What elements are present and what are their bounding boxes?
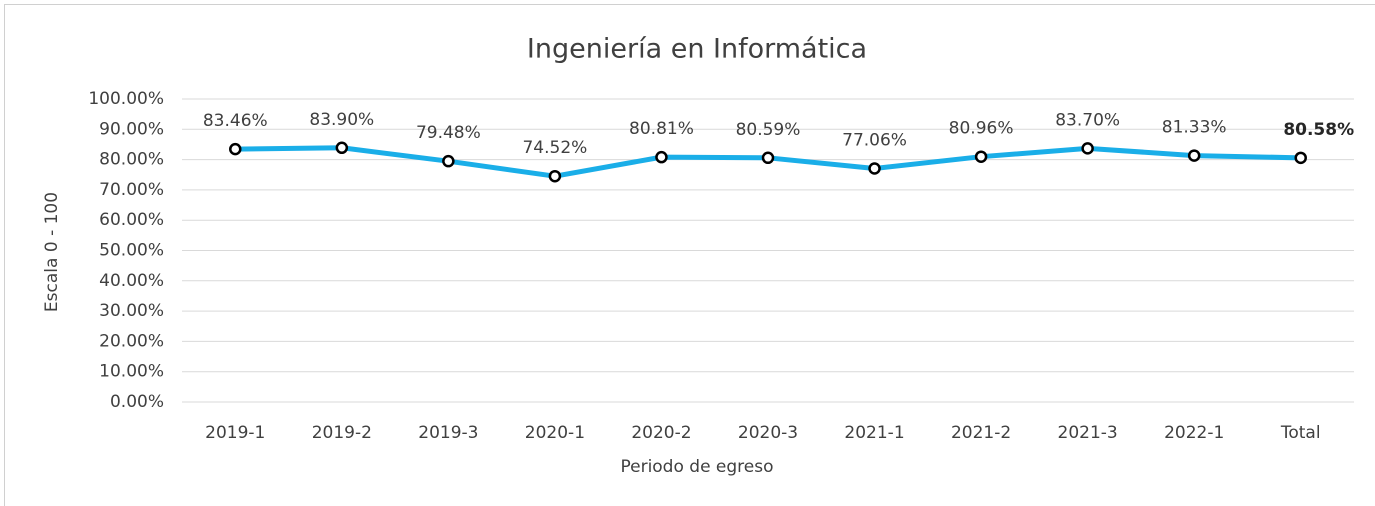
data-label: 77.06% bbox=[842, 131, 907, 151]
data-label: 83.70% bbox=[1055, 110, 1120, 130]
data-label: 80.59% bbox=[736, 120, 801, 140]
x-tick-label: Total bbox=[1280, 423, 1321, 443]
data-label: 83.90% bbox=[309, 110, 374, 130]
x-tick-label: 2021-3 bbox=[1058, 423, 1118, 443]
data-label: 79.48% bbox=[416, 123, 481, 143]
x-tick-label: 2019-3 bbox=[418, 423, 478, 443]
data-label: 80.58% bbox=[1283, 120, 1354, 140]
data-label: 80.96% bbox=[949, 119, 1014, 139]
y-tick-label: 80.00% bbox=[99, 150, 164, 170]
marker bbox=[335, 141, 349, 155]
marker bbox=[655, 150, 668, 164]
x-axis-title: Periodo de egreso bbox=[620, 457, 773, 477]
x-tick-label: 2022-1 bbox=[1164, 423, 1224, 443]
y-tick-label: 90.00% bbox=[99, 119, 164, 139]
data-label: 83.46% bbox=[203, 111, 268, 131]
marker bbox=[761, 151, 775, 165]
chart-title: Ingeniería en Informática bbox=[527, 34, 867, 65]
y-tick-label: 100.00% bbox=[88, 89, 164, 109]
marker bbox=[1081, 142, 1094, 155]
y-tick-label: 10.00% bbox=[99, 362, 164, 382]
data-label: 81.33% bbox=[1162, 118, 1227, 138]
marker bbox=[229, 142, 242, 156]
x-tick-label: 2021-1 bbox=[844, 423, 904, 443]
data-label: 80.81% bbox=[629, 119, 694, 139]
chart-frame bbox=[4, 4, 1375, 506]
y-tick-label: 70.00% bbox=[99, 180, 164, 200]
x-tick-label: 2020-1 bbox=[525, 423, 585, 443]
marker bbox=[442, 154, 455, 168]
data-label: 74.52% bbox=[522, 138, 587, 158]
y-tick-label: 40.00% bbox=[99, 271, 164, 291]
y-tick-label: 60.00% bbox=[99, 210, 164, 230]
marker bbox=[868, 162, 881, 175]
marker bbox=[1294, 151, 1307, 165]
y-tick-label: 50.00% bbox=[99, 241, 164, 261]
marker bbox=[548, 169, 562, 183]
y-tick-label: 0.00% bbox=[110, 392, 164, 412]
x-tick-label: 2020-2 bbox=[631, 423, 691, 443]
x-tick-label: 2019-2 bbox=[312, 423, 372, 443]
marker bbox=[1187, 149, 1201, 162]
x-tick-label: 2020-3 bbox=[738, 423, 798, 443]
marker bbox=[974, 150, 988, 163]
x-tick-label: 2021-2 bbox=[951, 423, 1011, 443]
x-tick-label: 2019-1 bbox=[205, 423, 265, 443]
y-tick-label: 30.00% bbox=[99, 301, 164, 321]
y-tick-label: 20.00% bbox=[99, 331, 164, 351]
y-axis-title: Escala 0 - 100 bbox=[42, 192, 62, 312]
